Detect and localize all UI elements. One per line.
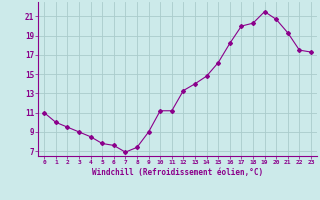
X-axis label: Windchill (Refroidissement éolien,°C): Windchill (Refroidissement éolien,°C): [92, 168, 263, 177]
